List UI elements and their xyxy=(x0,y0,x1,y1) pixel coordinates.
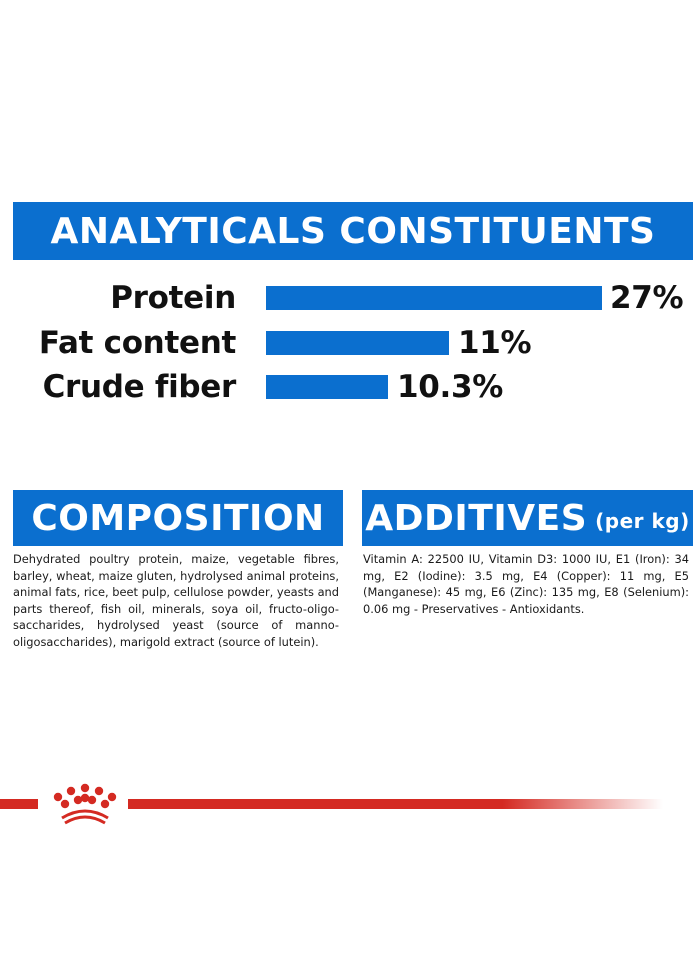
constituent-row-protein: Protein 27% xyxy=(0,280,700,316)
constituent-row-fat: Fat content 11% xyxy=(0,325,700,361)
constituent-value: 11% xyxy=(458,325,532,361)
constituent-label: Crude fiber xyxy=(42,369,237,405)
analytics-title: ANALYTICALS CONSTITUENTS xyxy=(50,210,656,252)
footer-divider-left xyxy=(0,799,38,809)
composition-text: Dehydrated poultry protein, maize, veget… xyxy=(13,552,339,649)
composition-title: COMPOSITION xyxy=(31,497,325,539)
analytics-title-banner: ANALYTICALS CONSTITUENTS xyxy=(13,202,693,260)
constituent-bar xyxy=(266,331,449,355)
constituent-label: Protein xyxy=(110,280,236,316)
constituent-value: 10.3% xyxy=(397,369,504,405)
additives-title-banner: ADDITIVES (per kg) xyxy=(362,490,693,546)
composition-title-banner: COMPOSITION xyxy=(13,490,343,546)
constituent-bar xyxy=(266,286,602,310)
royal-crown-icon xyxy=(53,783,117,825)
constituent-value: 27% xyxy=(610,280,684,316)
additives-title: ADDITIVES xyxy=(365,497,588,539)
constituent-label: Fat content xyxy=(38,325,236,361)
constituent-bar xyxy=(266,375,388,399)
footer-divider-right xyxy=(128,799,663,809)
additives-text: Vitamin A: 22500 IU, Vitamin D3: 1000 IU… xyxy=(363,552,689,616)
additives-subtitle: (per kg) xyxy=(595,509,690,533)
constituent-row-fiber: Crude fiber 10.3% xyxy=(0,369,700,405)
